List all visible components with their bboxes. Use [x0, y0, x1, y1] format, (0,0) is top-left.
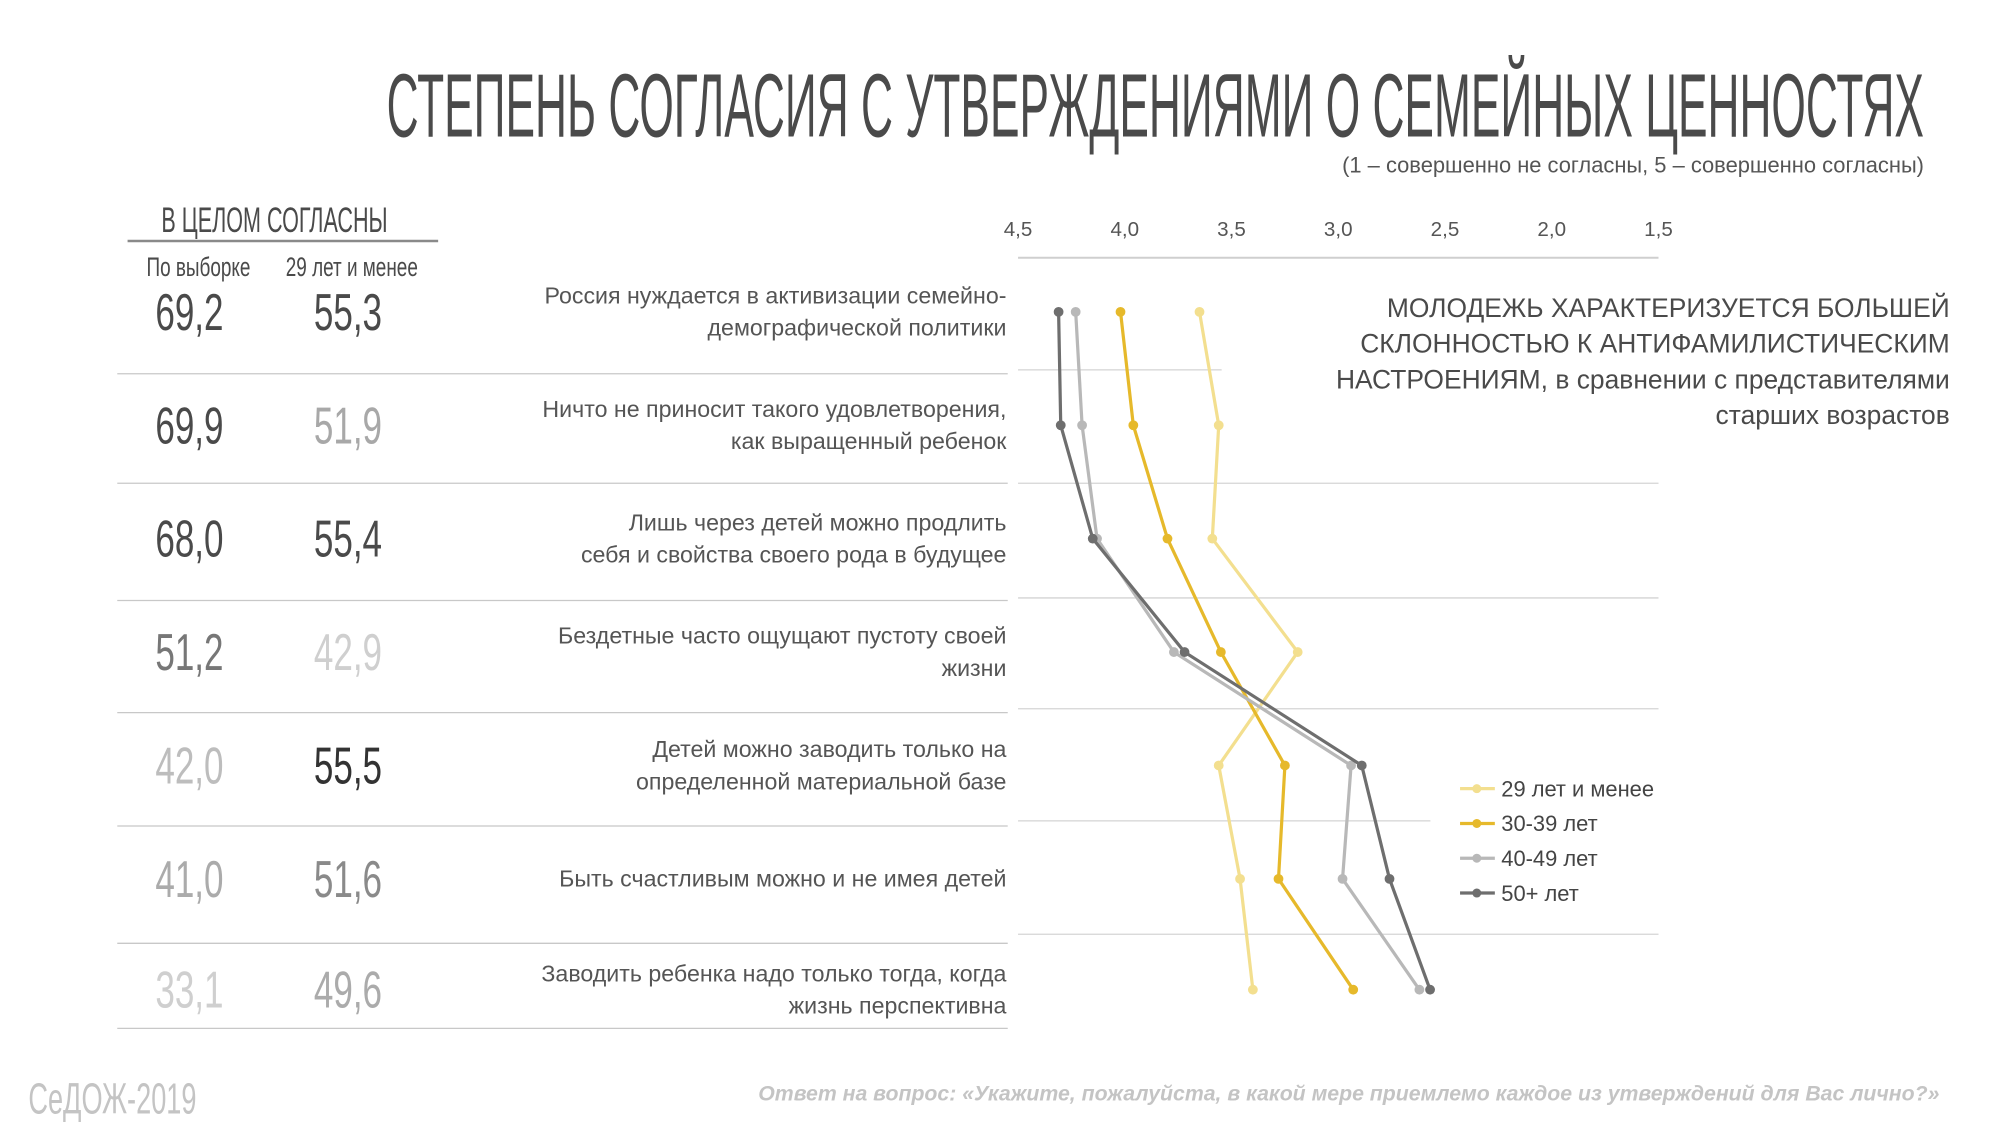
table-value: 41,0 [155, 851, 223, 908]
data-point [1348, 984, 1359, 995]
subtitle: (1 – совершенно не согласны, 5 – соверше… [1342, 153, 1924, 178]
x-tick-label: 4,5 [1004, 218, 1033, 241]
data-point [1168, 647, 1179, 657]
annotation: НАСТРОЕНИЯМ, в сравнении с представителя… [1336, 364, 1950, 394]
annotation: старших возрастов [1716, 400, 1950, 430]
footnote: Ответ на вопрос: «Укажите, пожалуйста, в… [758, 1082, 1939, 1106]
x-tick-label: 2,5 [1431, 218, 1460, 241]
statement: Ничто не приносит такого удовлетворения, [542, 396, 1006, 422]
legend-label: 40-49 лет [1501, 846, 1597, 871]
data-point [1215, 647, 1226, 657]
table-value: 69,9 [155, 398, 223, 455]
x-tick-label: 2,0 [1537, 218, 1566, 241]
x-tick-label: 4,0 [1110, 218, 1139, 241]
legend-swatch [1472, 784, 1482, 794]
data-point [1337, 873, 1348, 884]
table-value: 33,1 [155, 962, 223, 1019]
column-header: 29 лет и менее [286, 251, 418, 281]
data-point [1179, 647, 1190, 657]
legend-label: 50+ лет [1501, 881, 1578, 906]
table-value: 68,0 [155, 511, 223, 568]
data-point [1280, 760, 1290, 771]
data-point [1213, 760, 1224, 771]
legend-label: 30-39 лет [1501, 811, 1597, 836]
data-point [1194, 306, 1205, 317]
table-value: 69,2 [155, 284, 223, 341]
data-point [1077, 420, 1087, 431]
legend-label: 29 лет и менее [1501, 776, 1654, 801]
data-point [1115, 306, 1126, 317]
data-point [1346, 760, 1356, 771]
table-value: 49,6 [314, 962, 382, 1019]
data-point [1087, 533, 1098, 544]
table-value: 55,3 [314, 284, 382, 341]
statement: жизнь перспективна [789, 993, 1007, 1019]
data-point [1384, 873, 1395, 884]
legend-swatch [1472, 818, 1482, 828]
data-point [1247, 984, 1258, 995]
statement: Бездетные часто ощущают пустоту своей [558, 623, 1006, 649]
table-value: 55,4 [314, 511, 382, 568]
annotation: СКЛОННОСТЬЮ К АНТИФАМИЛИСТИЧЕСКИМ [1360, 329, 1950, 359]
source: СеДОЖ-2019 [28, 1074, 196, 1123]
statement: Быть счастливым можно и не имея детей [559, 866, 1006, 892]
data-point [1055, 420, 1066, 431]
statement: Россия нуждается в активизации семейно- [545, 282, 1007, 308]
table-value: 42,0 [155, 738, 223, 795]
statement: жизни [942, 655, 1007, 681]
data-point [1213, 420, 1224, 431]
series-line [1056, 311, 1432, 991]
title: СТЕПЕНЬ СОГЛАСИЯ С УТВЕРЖДЕНИЯМИ О СЕМЕЙ… [387, 55, 1924, 157]
data-point [1070, 306, 1081, 317]
data-point [1425, 984, 1435, 995]
table-value: 55,5 [314, 738, 382, 795]
table-value: 51,6 [314, 851, 382, 908]
column-header: По выборке [146, 251, 250, 281]
table-header: В ЦЕЛОМ СОГЛАСНЫ [161, 202, 387, 240]
data-point [1414, 984, 1425, 995]
legend-swatch [1472, 853, 1482, 863]
data-point [1053, 306, 1064, 317]
data-point [1235, 873, 1245, 884]
statement: демографической политики [708, 315, 1007, 341]
data-point [1356, 760, 1367, 771]
table-value: 42,9 [314, 624, 382, 681]
statement: себя и свойства своего рода в будущее [581, 542, 1006, 568]
statement: Детей можно заводить только на [652, 736, 1006, 762]
series-line [1074, 311, 1421, 991]
data-point [1292, 647, 1303, 657]
data-point [1128, 420, 1139, 431]
series-line [1118, 311, 1355, 991]
statement: определенной материальной базе [636, 768, 1006, 794]
x-tick-label: 3,5 [1217, 218, 1246, 241]
x-tick-label: 1,5 [1644, 218, 1673, 241]
table-value: 51,2 [155, 624, 223, 681]
legend-swatch [1472, 888, 1482, 898]
statement: как выращенный ребенок [731, 428, 1007, 454]
statement: Лишь через детей можно продлить [629, 509, 1007, 535]
data-point [1162, 533, 1173, 544]
statement: Заводить ребенка надо только тогда, когд… [541, 960, 1006, 986]
data-point [1207, 533, 1218, 544]
data-point [1273, 873, 1284, 884]
annotation: МОЛОДЕЖЬ ХАРАКТЕРИЗУЕТСЯ БОЛЬШЕЙ [1387, 293, 1950, 323]
table-value: 51,9 [314, 398, 382, 455]
x-tick-label: 3,0 [1324, 218, 1353, 241]
